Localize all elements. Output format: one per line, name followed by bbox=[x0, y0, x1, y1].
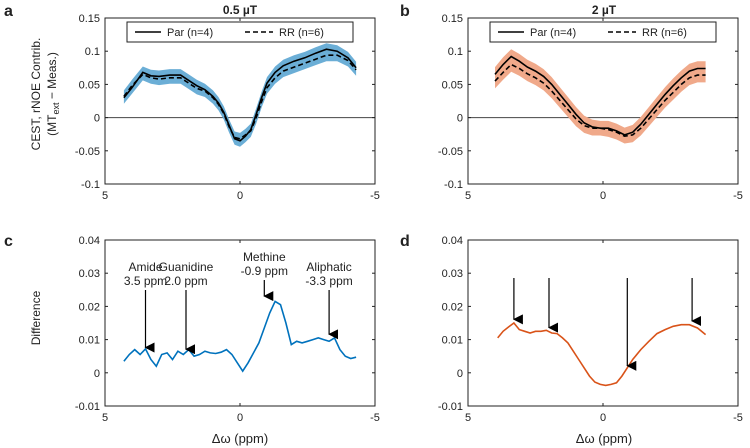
axes-box bbox=[104, 17, 376, 185]
legend-label-rr: RR (n=6) bbox=[642, 27, 687, 39]
ylabel-prefix: (MT bbox=[45, 114, 59, 136]
annotation-label: Guanidine bbox=[159, 260, 214, 274]
panel-b: b 2 µT Par (n=4) RR (n=6) -0.1 -0.05 0 0.05 0.… bbox=[400, 3, 743, 202]
legend-box bbox=[126, 21, 354, 43]
annotation-value: 2.0 ppm bbox=[164, 274, 207, 288]
axes-box bbox=[467, 239, 739, 407]
legend-box bbox=[489, 21, 717, 43]
y-tick-label: 0.04 bbox=[79, 235, 100, 247]
y-tick-label: -0.05 bbox=[75, 146, 100, 158]
annotation-value: -0.9 ppm bbox=[241, 264, 288, 278]
x-tick-label: 5 bbox=[465, 412, 471, 424]
panel-b-title: 2 µT bbox=[592, 3, 617, 17]
difference-line bbox=[497, 321, 707, 387]
y-tick-label: 0.1 bbox=[448, 46, 463, 58]
annotation-label: Aliphatic bbox=[306, 260, 351, 274]
y-tick-label: 0.03 bbox=[79, 268, 100, 280]
panel-a-plot: Par (n=4) RR (n=6) -0.1 -0.05 0 0.05 0.1 0.15 5 0… bbox=[75, 13, 380, 202]
error-band bbox=[495, 49, 706, 144]
y-tick-label: -0.1 bbox=[444, 179, 463, 191]
panel-a: a 0.5 µT CEST, rNOE Contrib. (MText − Me… bbox=[4, 3, 380, 202]
y-tick-label: 0 bbox=[94, 368, 100, 380]
panel-a-title: 0.5 µT bbox=[223, 3, 258, 17]
y-tick-label: 0.02 bbox=[79, 301, 100, 313]
y-tick-label: 0.03 bbox=[442, 268, 463, 280]
ylabel-sub: ext bbox=[51, 102, 61, 115]
y-tick-label: 0.01 bbox=[442, 335, 463, 347]
panel-a-ylabel-line1: CEST, rNOE Contrib. bbox=[29, 38, 43, 151]
annotation-label: Methine bbox=[243, 250, 286, 264]
y-tick-label: 0.02 bbox=[442, 301, 463, 313]
x-tick-label: -5 bbox=[370, 190, 380, 202]
panel-d-plot: -0.01 0 0.01 0.02 0.03 0.04 5 0 -5 bbox=[438, 235, 743, 424]
y-tick-label: 0.05 bbox=[442, 79, 463, 91]
panel-c-xlabel: Δω (ppm) bbox=[212, 431, 268, 446]
x-tick-label: 0 bbox=[237, 412, 243, 424]
legend-label-rr: RR (n=6) bbox=[279, 27, 324, 39]
y-tick-label: 0.1 bbox=[85, 46, 100, 58]
y-tick-label: -0.01 bbox=[438, 401, 463, 413]
x-tick-label: 0 bbox=[600, 190, 606, 202]
panel-b-plot: Par (n=4) RR (n=6) -0.1 -0.05 0 0.05 0.1 0.15 5 0… bbox=[438, 13, 743, 202]
panel-letter-a: a bbox=[4, 3, 13, 20]
legend-label-par: Par (n=4) bbox=[530, 27, 576, 39]
legend: Par (n=4) RR (n=6) bbox=[489, 21, 717, 43]
x-tick-label: 5 bbox=[102, 412, 108, 424]
x-tick-label: -5 bbox=[733, 412, 743, 424]
x-tick-label: 0 bbox=[600, 412, 606, 424]
y-tick-label: -0.1 bbox=[81, 179, 100, 191]
panel-d: d Δω (ppm) -0.01 0 0.01 0.02 0.03 0.04 5 0 -5 bbox=[400, 233, 743, 446]
y-tick-label: 0.05 bbox=[79, 79, 100, 91]
annotation-label: Amide bbox=[128, 260, 162, 274]
legend-label-par: Par (n=4) bbox=[167, 27, 213, 39]
panel-letter-c: c bbox=[4, 233, 13, 250]
y-tick-label: 0.01 bbox=[79, 335, 100, 347]
x-tick-label: -5 bbox=[370, 412, 380, 424]
y-tick-label: -0.01 bbox=[75, 401, 100, 413]
x-tick-label: 5 bbox=[465, 190, 471, 202]
y-tick-label: 0.04 bbox=[442, 235, 463, 247]
x-tick-label: -5 bbox=[733, 190, 743, 202]
panel-a-ylabel-line2: (MText − Meas.) bbox=[45, 52, 61, 136]
error-band bbox=[123, 43, 357, 147]
y-tick-label: 0 bbox=[94, 113, 100, 125]
axes-box bbox=[467, 17, 739, 185]
series-line-rr bbox=[494, 63, 706, 138]
annotation-value: 3.5 ppm bbox=[124, 274, 167, 288]
difference-line bbox=[123, 300, 357, 373]
y-tick-label: 0 bbox=[457, 113, 463, 125]
series-line-par bbox=[123, 48, 357, 142]
y-tick-label: 0.15 bbox=[79, 13, 100, 25]
x-tick-label: 5 bbox=[102, 190, 108, 202]
panel-letter-d: d bbox=[400, 233, 410, 250]
ylabel-suffix: − Meas.) bbox=[45, 52, 59, 102]
y-tick-label: -0.05 bbox=[438, 146, 463, 158]
legend: Par (n=4) RR (n=6) bbox=[126, 21, 354, 43]
x-tick-label: 0 bbox=[237, 190, 243, 202]
y-tick-label: 0 bbox=[457, 368, 463, 380]
panel-c-ylabel: Difference bbox=[29, 290, 43, 345]
panel-letter-b: b bbox=[400, 3, 410, 20]
series-line-rr bbox=[123, 54, 357, 140]
y-tick-label: 0.15 bbox=[442, 13, 463, 25]
annotation-value: -3.3 ppm bbox=[305, 274, 352, 288]
panel-d-xlabel: Δω (ppm) bbox=[576, 431, 632, 446]
